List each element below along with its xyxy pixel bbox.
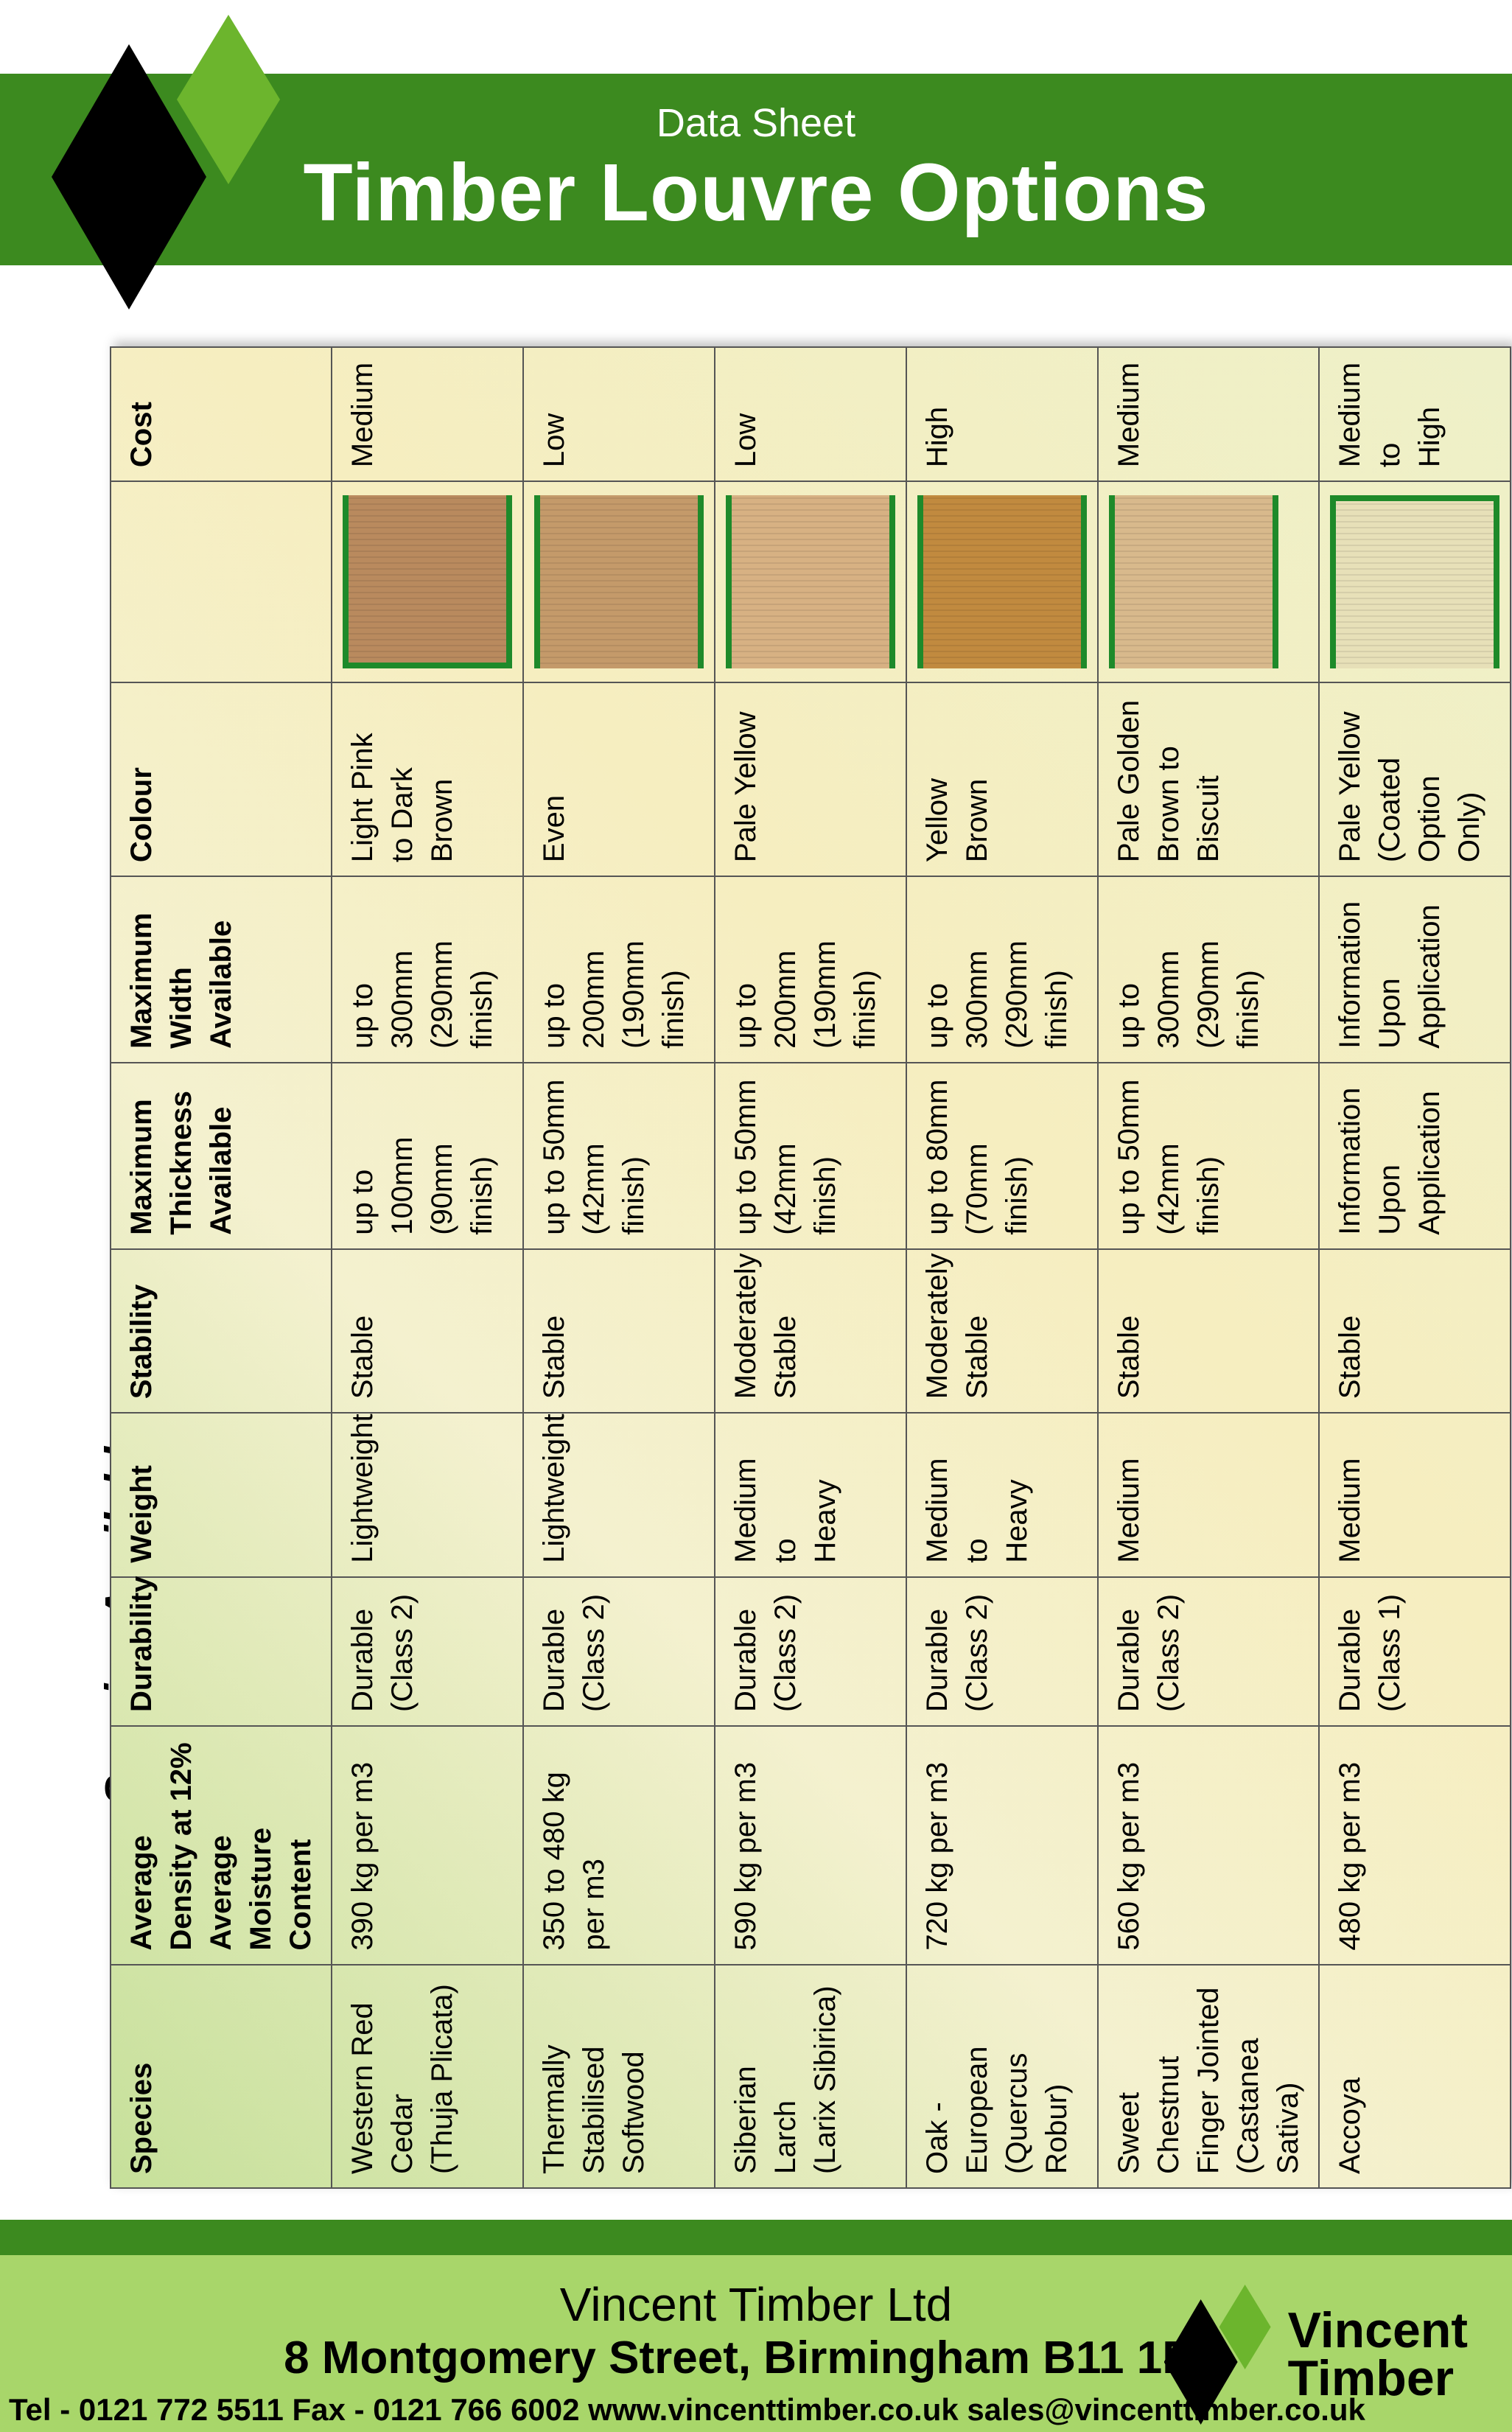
- wood-swatch-icon: [534, 495, 704, 668]
- footer-logo-line1: Vincent: [1288, 2307, 1468, 2355]
- cell-species: Oak - European (Quercus Robur): [906, 1965, 1098, 2188]
- cell-durability: Durable (Class 2): [715, 1577, 906, 1726]
- th-density: Average Density at 12% Average Moisture …: [111, 1726, 332, 1965]
- cell-density: 720 kg per m3: [906, 1726, 1098, 1965]
- cell-thickness: up to 80mm (70mm finish): [906, 1063, 1098, 1249]
- cell-durability: Durable (Class 2): [332, 1577, 523, 1726]
- cell-cost: High: [906, 347, 1098, 481]
- cell-density: 390 kg per m3: [332, 1726, 523, 1965]
- footer-bar-light: Vincent Timber Ltd 8 Montgomery Street, …: [0, 2255, 1512, 2432]
- cell-swatch: [332, 481, 523, 682]
- table-row: Oak - European (Quercus Robur)720 kg per…: [906, 347, 1098, 2188]
- brand-logo-icon: [52, 15, 287, 324]
- th-durability: Durability: [111, 1577, 332, 1726]
- cell-species: Sweet Chestnut Finger Jointed (Castanea …: [1098, 1965, 1319, 2188]
- cell-weight: Lightweight: [523, 1413, 715, 1576]
- cell-width: up to 200mm (190mm finish): [715, 876, 906, 1063]
- footer-logo-text: Vincent Timber: [1288, 2307, 1468, 2402]
- cell-colour: Light Pink to Dark Brown: [332, 682, 523, 876]
- cell-cost: Low: [523, 347, 715, 481]
- cell-stability: Stable: [332, 1249, 523, 1413]
- cell-weight: Medium: [1098, 1413, 1319, 1576]
- th-thickness: Maximum Thickness Available: [111, 1063, 332, 1249]
- cell-colour: Pale Golden Brown to Biscuit: [1098, 682, 1319, 876]
- cell-colour: Pale Yellow: [715, 682, 906, 876]
- header-pretitle: Data Sheet: [657, 100, 855, 146]
- cell-thickness: up to 50mm (42mm finish): [523, 1063, 715, 1249]
- footer-logo-icon: [1164, 2285, 1275, 2425]
- header-title: Timber Louvre Options: [303, 146, 1208, 240]
- cell-density: 590 kg per m3: [715, 1726, 906, 1965]
- cell-durability: Durable (Class 2): [523, 1577, 715, 1726]
- th-cost: Cost: [111, 347, 332, 481]
- cell-swatch: [1319, 481, 1511, 682]
- th-species: Species: [111, 1965, 332, 2188]
- cell-stability: Moderately Stable: [715, 1249, 906, 1413]
- cell-cost: Medium: [1098, 347, 1319, 481]
- cell-width: up to 200mm (190mm finish): [523, 876, 715, 1063]
- cell-colour: Even: [523, 682, 715, 876]
- footer-bar-green: [0, 2220, 1512, 2255]
- wood-swatch-icon: [726, 495, 895, 668]
- cell-swatch: [715, 481, 906, 682]
- cell-stability: Stable: [523, 1249, 715, 1413]
- th-width: Maximum Width Available: [111, 876, 332, 1063]
- cell-colour: Pale Yellow (Coated Option Only): [1319, 682, 1511, 876]
- cell-species: Thermally Stabilised Softwood: [523, 1965, 715, 2188]
- table-row: Western Red Cedar (Thuja Plicata)390 kg …: [332, 347, 523, 2188]
- cell-thickness: up to 100mm (90mm finish): [332, 1063, 523, 1249]
- th-stability: Stability: [111, 1249, 332, 1413]
- cell-durability: Durable (Class 1): [1319, 1577, 1511, 1726]
- th-swatch: [111, 481, 332, 682]
- cell-species: Western Red Cedar (Thuja Plicata): [332, 1965, 523, 2188]
- cell-stability: Stable: [1098, 1249, 1319, 1413]
- wood-swatch-icon: [1330, 495, 1499, 668]
- cell-stability: Moderately Stable: [906, 1249, 1098, 1413]
- cell-cost: Low: [715, 347, 906, 481]
- table-header-row: Species Average Density at 12% Average M…: [111, 347, 332, 2188]
- cell-weight: Lightweight: [332, 1413, 523, 1576]
- wood-swatch-icon: [917, 495, 1087, 668]
- footer: Vincent Timber Ltd 8 Montgomery Street, …: [0, 2220, 1512, 2432]
- species-table-wrap: Species Average Density at 12% Average M…: [110, 346, 1511, 2189]
- cell-density: 560 kg per m3: [1098, 1726, 1319, 1965]
- table-row: Accoya480 kg per m3Durable (Class 1)Medi…: [1319, 347, 1511, 2188]
- cell-weight: Medium to Heavy: [715, 1413, 906, 1576]
- cell-durability: Durable (Class 2): [1098, 1577, 1319, 1726]
- wood-swatch-icon: [1109, 495, 1278, 668]
- cell-species: Accoya: [1319, 1965, 1511, 2188]
- cell-density: 480 kg per m3: [1319, 1726, 1511, 1965]
- cell-weight: Medium to Heavy: [906, 1413, 1098, 1576]
- cell-weight: Medium: [1319, 1413, 1511, 1576]
- wood-swatch-icon: [343, 495, 512, 668]
- cell-cost: Medium: [332, 347, 523, 481]
- cell-width: up to 300mm (290mm finish): [906, 876, 1098, 1063]
- cell-species: Siberian Larch (Larix Sibirica): [715, 1965, 906, 2188]
- table-row: Siberian Larch (Larix Sibirica)590 kg pe…: [715, 347, 906, 2188]
- cell-stability: Stable: [1319, 1249, 1511, 1413]
- cell-density: 350 to 480 kg per m3: [523, 1726, 715, 1965]
- footer-logo: Vincent Timber: [1164, 2285, 1468, 2425]
- cell-swatch: [906, 481, 1098, 682]
- cell-cost: Medium to High: [1319, 347, 1511, 481]
- cell-colour: Yellow Brown: [906, 682, 1098, 876]
- table-row: Thermally Stabilised Softwood350 to 480 …: [523, 347, 715, 2188]
- th-colour: Colour: [111, 682, 332, 876]
- cell-width: up to 300mm (290mm finish): [332, 876, 523, 1063]
- cell-swatch: [523, 481, 715, 682]
- cell-thickness: up to 50mm (42mm finish): [1098, 1063, 1319, 1249]
- cell-width: up to 300mm (290mm finish): [1098, 876, 1319, 1063]
- cell-durability: Durable (Class 2): [906, 1577, 1098, 1726]
- cell-thickness: up to 50mm (42mm finish): [715, 1063, 906, 1249]
- cell-width: Information Upon Application: [1319, 876, 1511, 1063]
- th-weight: Weight: [111, 1413, 332, 1576]
- cell-swatch: [1098, 481, 1319, 682]
- footer-logo-line2: Timber: [1288, 2355, 1468, 2403]
- species-table: Species Average Density at 12% Average M…: [110, 346, 1511, 2189]
- table-row: Sweet Chestnut Finger Jointed (Castanea …: [1098, 347, 1319, 2188]
- leaf-black-icon: [52, 44, 206, 310]
- cell-thickness: Information Upon Application: [1319, 1063, 1511, 1249]
